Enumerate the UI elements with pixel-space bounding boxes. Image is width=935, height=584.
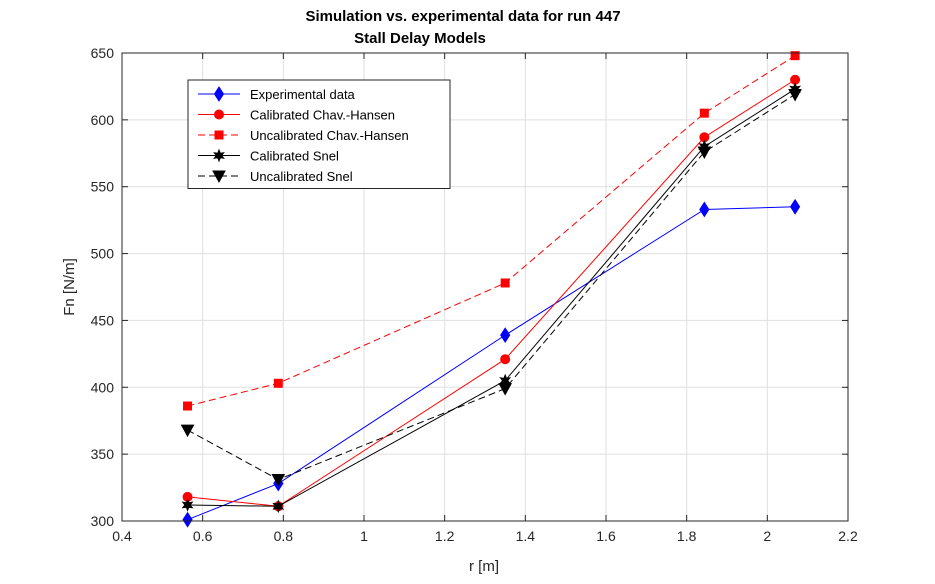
data-point <box>699 108 709 118</box>
axes-box <box>121 52 849 522</box>
legend-label: Calibrated Snel <box>250 149 339 164</box>
series-4 <box>180 88 802 487</box>
data-point <box>183 401 193 411</box>
legend-marker <box>214 130 224 140</box>
legend-label: Experimental data <box>250 87 356 102</box>
x-tick-label: 0.6 <box>193 528 213 544</box>
x-tick-label: 1 <box>360 528 368 544</box>
axes-frame <box>121 52 849 522</box>
data-point <box>697 146 712 159</box>
data-point <box>500 278 510 288</box>
legend-marker <box>212 170 226 184</box>
x-axis-label: r [m] <box>469 558 499 575</box>
data-point <box>180 424 195 438</box>
series-layer <box>180 51 802 528</box>
chart-subtitle: Stall Delay Models <box>354 30 486 47</box>
x-tick-label: 0.4 <box>112 528 132 544</box>
legend-label: Uncalibrated Snel <box>250 169 353 184</box>
legend-entry: Uncalibrated Snel <box>198 169 353 184</box>
data-point <box>271 474 286 487</box>
legend: Experimental data Calibrated Chav.-Hansen… <box>187 79 451 189</box>
data-point <box>789 198 801 215</box>
x-tick-label: 1.4 <box>516 528 536 544</box>
data-point <box>181 498 194 512</box>
data-point <box>182 511 193 528</box>
series-2 <box>183 51 800 411</box>
y-tick-label: 500 <box>91 246 115 262</box>
data-point <box>500 354 511 365</box>
y-tick-label: 400 <box>91 379 115 395</box>
tick-labels: 0.4 0.6 0.8 1 1.2 1.4 1.6 1.8 2 2.2 300 350 400 450 50… <box>91 45 858 544</box>
legend-marker <box>213 148 225 163</box>
data-point <box>500 327 511 344</box>
legend-box <box>187 79 451 189</box>
y-tick-label: 650 <box>91 45 115 61</box>
y-tick-label: 350 <box>91 446 115 462</box>
x-tick-label: 1.2 <box>435 528 455 544</box>
data-point <box>272 499 285 514</box>
data-point <box>273 378 283 388</box>
legend-label: Calibrated Chav.-Hansen <box>250 108 395 123</box>
legend-entry: Calibrated Chav.-Hansen <box>198 108 395 123</box>
data-point <box>788 88 802 102</box>
y-tick-label: 300 <box>91 513 115 529</box>
data-point <box>498 383 513 396</box>
x-tick-label: 2 <box>763 528 771 544</box>
y-tick-label: 550 <box>91 179 115 195</box>
chart-title: Simulation vs. experimental data for run… <box>305 8 620 25</box>
x-tick-label: 2.2 <box>838 528 858 544</box>
x-tick-label: 0.8 <box>274 528 294 544</box>
y-tick-label: 450 <box>91 312 115 328</box>
legend-entry: Experimental data <box>198 86 356 102</box>
legend-entry: Calibrated Snel <box>198 149 339 164</box>
x-tick-label: 1.6 <box>596 528 616 544</box>
series-0 <box>182 198 801 528</box>
y-axis-label: Fn [N/m] <box>61 258 78 316</box>
data-point <box>699 201 710 218</box>
y-tick-label: 600 <box>91 112 115 128</box>
legend-entry: Uncalibrated Chav.-Hansen <box>198 128 409 143</box>
data-point <box>790 51 800 61</box>
legend-marker <box>214 109 224 120</box>
x-tick-label: 1.8 <box>677 528 697 544</box>
legend-label: Uncalibrated Chav.-Hansen <box>250 128 409 143</box>
legend-marker <box>213 86 225 102</box>
